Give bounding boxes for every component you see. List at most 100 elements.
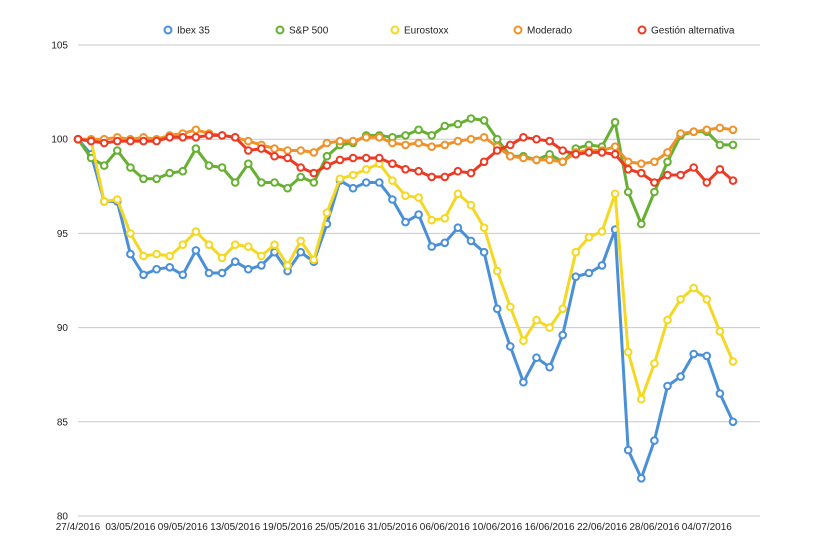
data-point xyxy=(676,129,685,138)
x-tick-label: 06/06/2016 xyxy=(420,522,470,533)
data-point xyxy=(506,302,515,312)
data-point xyxy=(689,283,699,293)
data-point xyxy=(139,251,148,261)
data-point xyxy=(348,170,358,180)
data-point xyxy=(309,168,319,178)
data-point xyxy=(650,436,659,445)
data-point xyxy=(610,142,620,151)
data-point xyxy=(322,208,332,217)
data-point xyxy=(610,117,620,127)
data-point xyxy=(532,315,541,325)
data-point xyxy=(637,394,646,404)
data-point xyxy=(191,227,201,236)
data-point xyxy=(558,146,568,155)
data-point xyxy=(702,351,712,361)
data-point xyxy=(728,357,738,366)
data-point xyxy=(99,138,109,148)
x-tick-label: 31/05/2016 xyxy=(367,522,417,533)
series-2 xyxy=(73,134,738,404)
x-tick-label: 13/05/2016 xyxy=(210,522,260,533)
series-line xyxy=(76,137,735,401)
data-point xyxy=(558,304,568,314)
data-point xyxy=(296,236,306,246)
data-point xyxy=(676,295,685,304)
y-axis: 80 85 90 95 100 105 xyxy=(51,41,68,523)
data-point xyxy=(152,249,161,259)
x-tick-label: 10/06/2016 xyxy=(472,522,522,533)
data-point xyxy=(637,168,646,178)
data-point xyxy=(623,157,633,167)
data-point xyxy=(571,150,581,159)
data-point xyxy=(191,246,201,255)
data-point xyxy=(650,359,659,368)
data-point xyxy=(322,151,332,161)
data-point xyxy=(427,131,437,140)
series-group xyxy=(73,114,738,483)
data-point xyxy=(506,140,515,150)
x-tick-label: 22/06/2016 xyxy=(577,522,627,533)
data-point xyxy=(584,232,594,242)
data-point xyxy=(230,257,240,267)
data-point xyxy=(466,114,476,123)
legend-item: S&P 500 xyxy=(275,25,329,37)
data-point xyxy=(506,151,515,161)
data-point xyxy=(663,381,672,391)
data-point xyxy=(322,161,332,170)
data-point xyxy=(270,178,279,187)
data-point xyxy=(283,183,292,193)
data-point xyxy=(715,165,725,174)
data-point xyxy=(257,251,266,261)
data-point xyxy=(663,170,672,180)
data-point xyxy=(414,210,423,219)
data-point xyxy=(466,134,476,144)
data-point xyxy=(244,136,253,146)
data-point xyxy=(637,219,646,229)
data-point xyxy=(335,174,345,184)
data-point xyxy=(728,125,738,135)
data-point xyxy=(113,146,122,155)
y-tick-label: 100 xyxy=(51,135,68,146)
data-point xyxy=(126,163,135,172)
data-point xyxy=(702,295,712,304)
data-point xyxy=(453,223,463,232)
data-point xyxy=(492,146,502,155)
data-point xyxy=(309,178,319,187)
y-tick-label: 80 xyxy=(57,512,69,523)
legend-marker xyxy=(637,25,647,35)
legend-marker xyxy=(390,25,400,35)
data-point xyxy=(453,189,463,199)
data-point xyxy=(545,323,554,332)
data-point xyxy=(86,136,96,146)
data-point xyxy=(663,157,672,167)
data-point xyxy=(663,148,672,157)
data-point xyxy=(73,134,83,144)
data-point xyxy=(178,166,188,176)
data-point xyxy=(637,474,646,483)
data-point xyxy=(296,146,306,155)
data-point xyxy=(440,238,450,248)
data-point xyxy=(244,242,253,251)
data-point xyxy=(375,133,384,142)
x-tick-label: 25/05/2016 xyxy=(315,522,365,533)
data-point xyxy=(191,144,201,153)
data-point xyxy=(375,153,384,163)
data-point xyxy=(191,133,201,142)
data-point xyxy=(532,353,541,363)
x-axis: 27/4/2016 03/05/2016 09/05/2016 13/05/2016 1… xyxy=(56,522,733,533)
data-point xyxy=(165,263,174,272)
legend-label: Moderado xyxy=(527,26,572,37)
data-point xyxy=(715,389,725,398)
data-point xyxy=(204,268,214,278)
data-point xyxy=(414,193,423,202)
legend-label: Gestión alternativa xyxy=(651,26,735,37)
data-point xyxy=(401,165,410,174)
legend-label: Ibex 35 xyxy=(177,26,210,37)
data-point xyxy=(623,445,633,455)
data-point xyxy=(322,138,332,148)
data-point xyxy=(257,178,266,187)
data-point xyxy=(348,153,358,163)
data-point xyxy=(689,163,699,172)
data-point xyxy=(702,125,712,135)
data-point xyxy=(597,227,607,236)
data-point xyxy=(676,372,685,381)
